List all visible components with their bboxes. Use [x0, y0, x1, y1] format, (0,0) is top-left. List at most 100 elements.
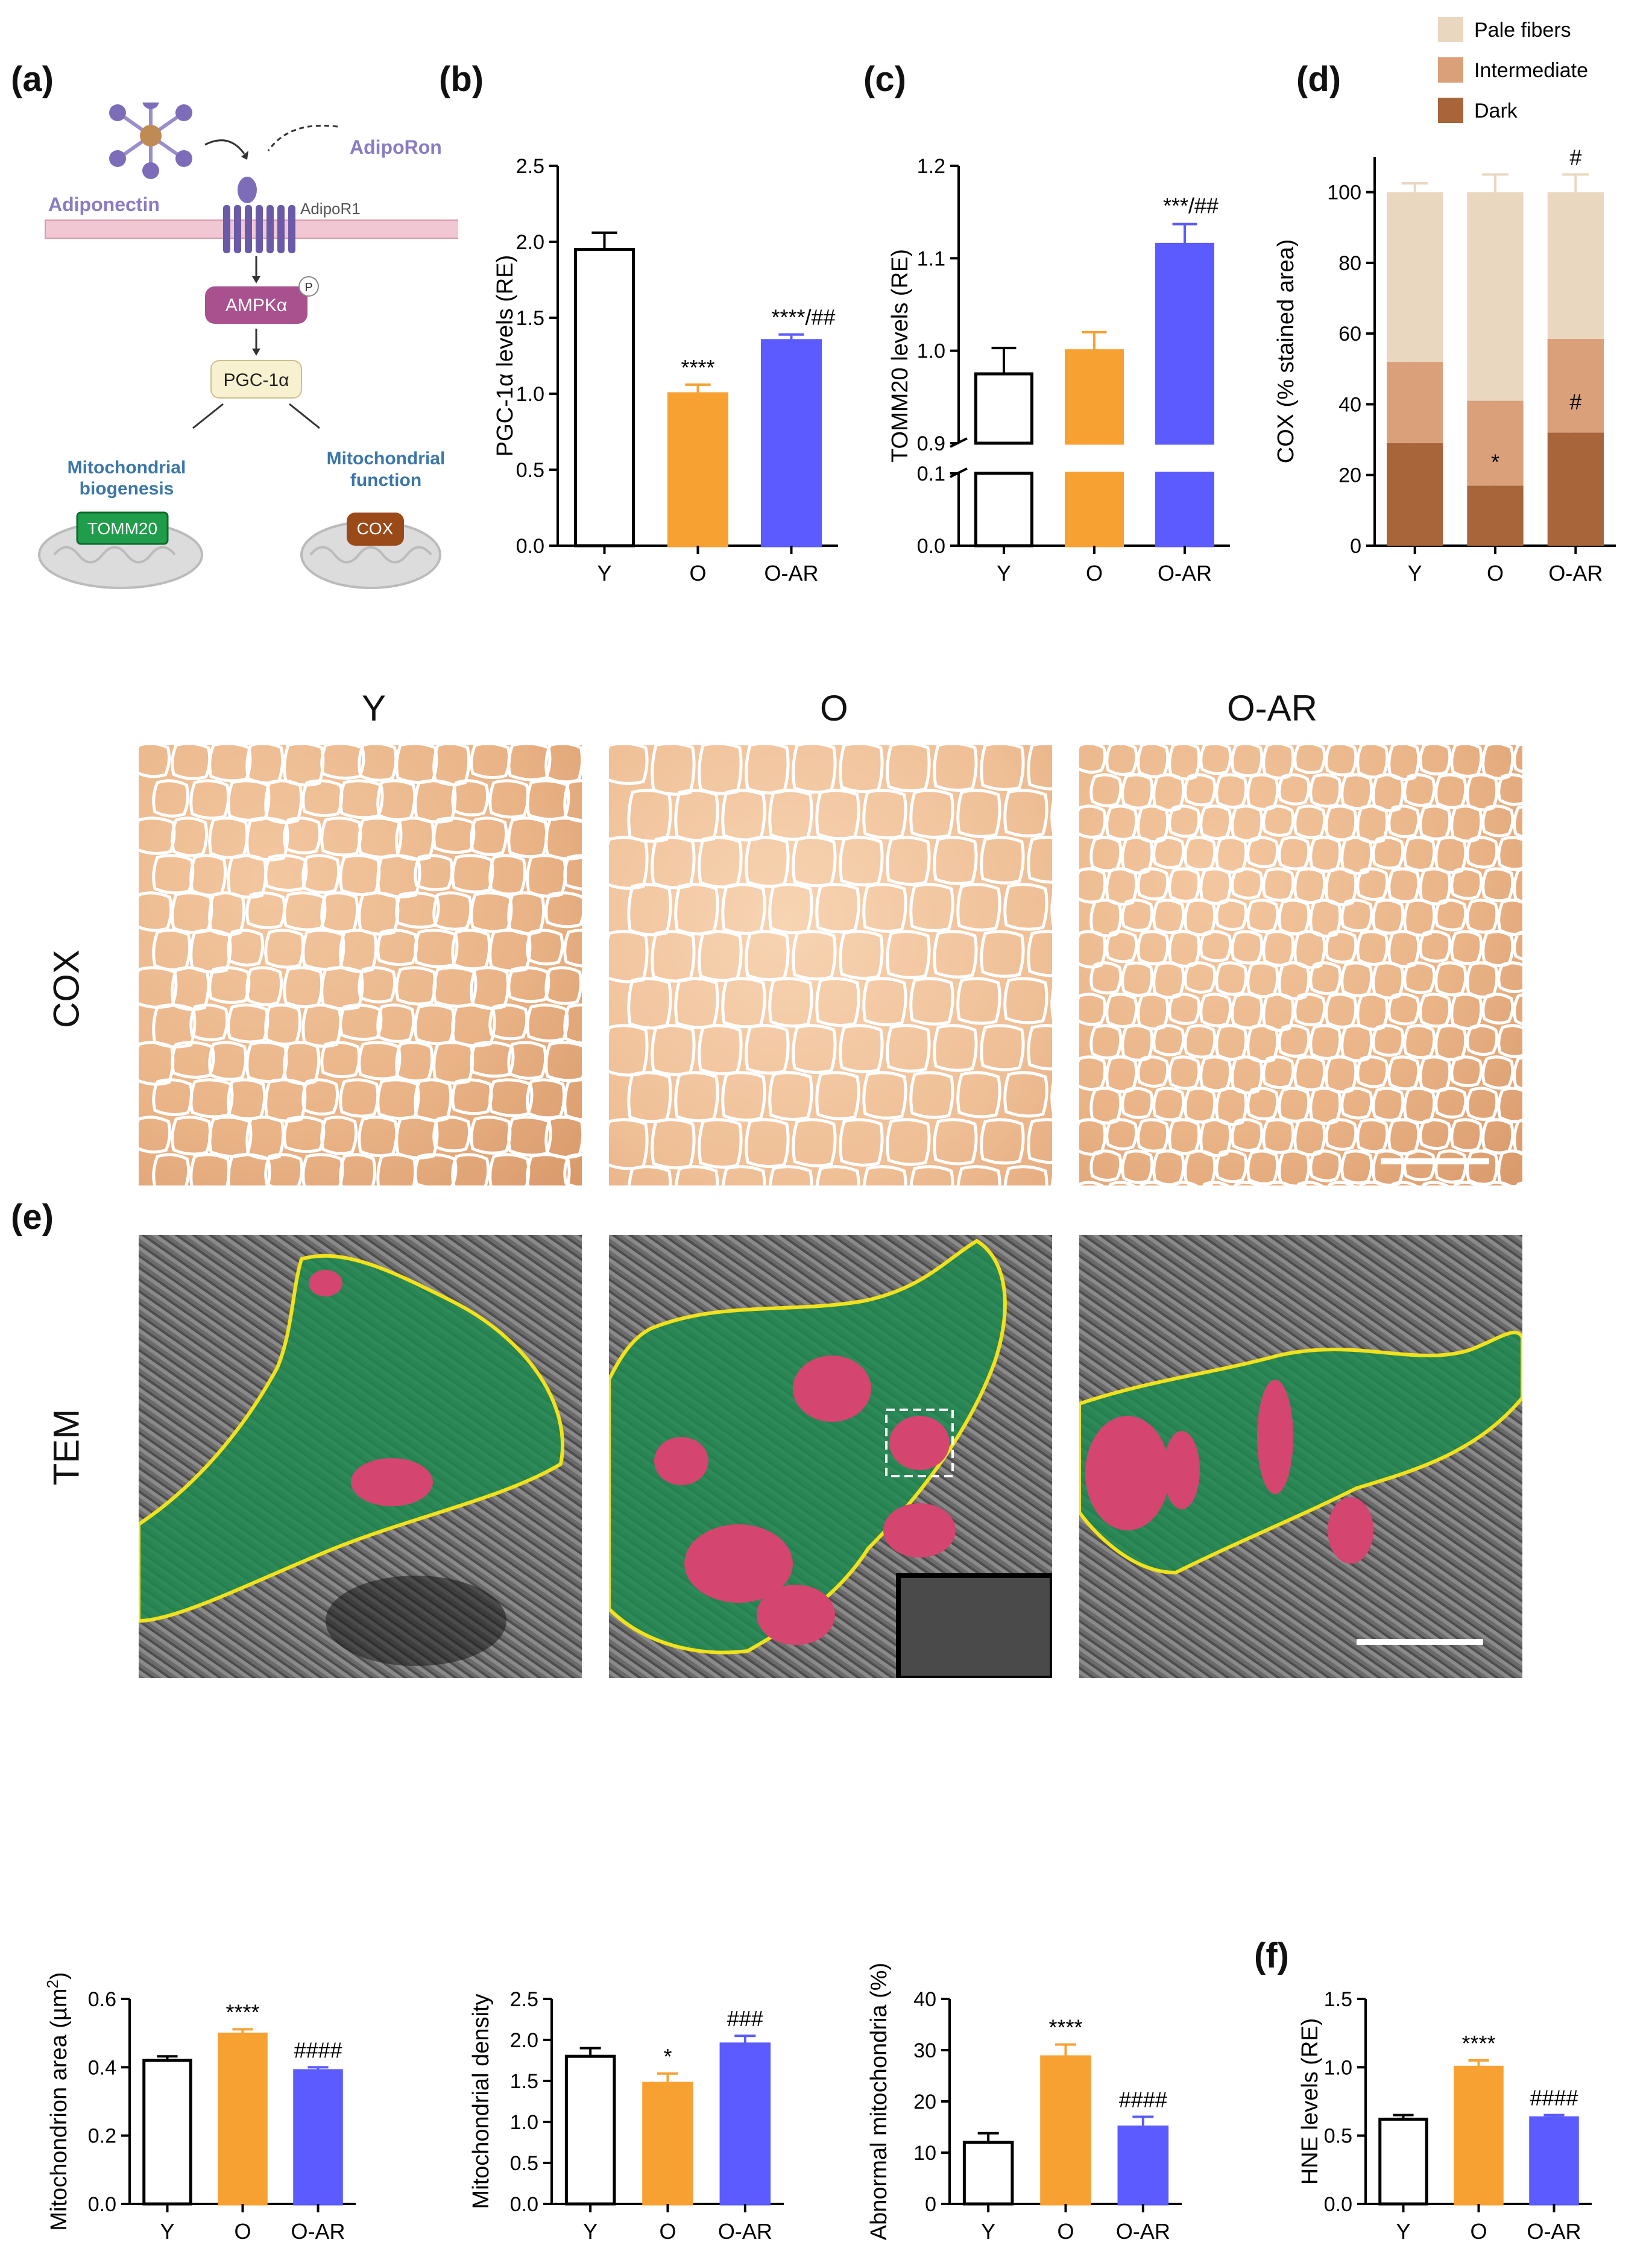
x-tick-label: Y [997, 561, 1011, 586]
x-tick-label: O-AR [1527, 2219, 1581, 2244]
legend-label: Dark [1474, 99, 1518, 122]
legend-label: Pale fibers [1474, 19, 1571, 42]
y-axis-label: Mitochondrial density [468, 1994, 494, 2209]
tem-overlay-y [139, 1254, 565, 1666]
bar-o [642, 2082, 693, 2206]
y-tick-label: 2.0 [510, 2029, 538, 2052]
muscle-fiber-outline [139, 745, 582, 1185]
y-tick-label: 30 [913, 2039, 936, 2062]
y-tick-label: 0.6 [88, 1988, 116, 2011]
x-tick-label: O-AR [291, 2219, 345, 2244]
row-label-cox: COX [46, 949, 87, 1029]
biogenesis-line2: biogenesis [80, 479, 174, 499]
x-tick-label: O [659, 2219, 676, 2244]
biogenesis-line1: Mitochondrial [68, 458, 186, 478]
column-label-o: O [820, 688, 848, 728]
x-tick-label: O [1470, 2219, 1487, 2244]
stack-intermediate [1467, 400, 1524, 486]
significance-label: * [663, 2044, 672, 2069]
chart-cox-stack: Pale fibers Intermediate Dark 0 20 40 60 80 100 Y… [1273, 17, 1616, 586]
stack-pale-fibers [1387, 192, 1443, 362]
bar-o-ar [293, 2069, 343, 2206]
y-label-main: HNE levels (RE) [1297, 2018, 1323, 2185]
y-tick-label: 40 [913, 1988, 936, 2011]
y-tick-label: 1.2 [917, 155, 945, 178]
legend-swatch [1438, 57, 1463, 83]
bar-y [142, 2059, 192, 2206]
significance-label: # [1569, 145, 1581, 169]
significance-label: #### [294, 2037, 342, 2062]
bar-o [1454, 2065, 1504, 2206]
significance-label: ### [727, 2006, 763, 2031]
y-axis-label: HNE levels (RE) [1297, 2018, 1323, 2185]
stack-dark [1467, 485, 1524, 546]
x-tick-label: Y [1408, 561, 1422, 586]
panel-label-e: (e) [11, 1198, 54, 1237]
y-tick-label: 1.1 [917, 247, 945, 270]
y-tick-label: 0.2 [88, 2125, 116, 2148]
y-tick-label: 60 [1338, 323, 1361, 346]
y-tick-label: 0.5 [1324, 2125, 1352, 2148]
y-tick-label: 2.5 [516, 155, 544, 178]
y-tick-label: 80 [1338, 252, 1361, 275]
chart-tomm20: 0.0 0.1 0.9 1.0 1.1 1.2 Y O O-AR ***/## TOMM20 lev… [887, 155, 1230, 586]
y-tick-label: 40 [1338, 393, 1361, 416]
significance-label: **** [1461, 2031, 1495, 2056]
significance-label: #### [1530, 2086, 1578, 2110]
cox-image-oar [1079, 745, 1522, 1185]
adiponectin-icon [109, 103, 192, 179]
bar-o-ar [1529, 2116, 1579, 2206]
bar-o [1040, 2055, 1091, 2206]
y-tick-label: 1.0 [510, 2111, 538, 2134]
ampk-box [205, 286, 307, 324]
scale-bar-tem [1357, 1639, 1483, 1645]
stack-pale-fibers [1467, 192, 1524, 401]
stack-intermediate [1387, 362, 1443, 443]
y-tick-label: 0.0 [510, 2193, 538, 2216]
x-tick-label: Y [160, 2219, 174, 2244]
y-tick-label: 20 [1338, 464, 1361, 487]
y-tick-label: 2.5 [510, 1988, 538, 2011]
x-tick-label: O [1086, 561, 1103, 586]
significance-label: **** [225, 2000, 259, 2024]
tomm20-badge [76, 511, 169, 545]
tem-overlay-oar [1079, 1330, 1522, 1575]
y-tick-label: 100 [1327, 181, 1361, 204]
y-label-main: Mitochondrion area (µm [46, 1989, 72, 2231]
chart-abnormal-mito: 0 10 20 30 40 Y O **** O-AR #### Abnormal mitochon… [866, 1963, 1182, 2244]
column-label-oar: O-AR [1227, 688, 1317, 728]
stack-dark [1547, 432, 1604, 546]
tem-overlay-o [609, 1239, 1052, 1678]
y-label-main: Mitochondrial density [468, 1994, 494, 2209]
y-tick-label: 1.0 [917, 340, 945, 363]
phospho-label: P [304, 281, 312, 294]
x-tick-label: O [1057, 2219, 1074, 2244]
y-tick-label: 0.5 [516, 459, 544, 482]
significance-label: ***/## [1163, 194, 1219, 218]
y-tick-label: 0.0 [1324, 2193, 1352, 2216]
adipor1-label: AdipoR1 [300, 200, 361, 218]
y-tick-label: 0.0 [88, 2193, 116, 2216]
x-tick-label: O-AR [765, 561, 819, 586]
legend-swatch [1438, 17, 1463, 42]
y-tick-label: 0.4 [88, 2056, 116, 2079]
y-tick-label: 10 [913, 2142, 936, 2165]
cox-badge [347, 513, 404, 546]
x-tick-label: O [1487, 561, 1504, 586]
bar-lower-o [1065, 472, 1124, 548]
x-tick-label: O-AR [1116, 2219, 1170, 2244]
y-tick-label: 0 [925, 2193, 936, 2216]
significance-label: # [1569, 390, 1581, 414]
cox-image-o [609, 745, 1052, 1185]
stack-dark [1387, 443, 1443, 546]
x-tick-label: O [689, 561, 706, 586]
bar-o-ar [1117, 2126, 1169, 2206]
tomm20-label: TOMM20 [87, 519, 157, 538]
chart-pgc1a: 0.0 0.5 1.0 1.5 2.0 2.5 Y O **** O-AR ****/## PGC-1… [493, 155, 838, 586]
significance-label: **** [681, 355, 714, 380]
y-axis-label: COX (% stained area) [1273, 239, 1299, 464]
pgc-box [210, 360, 302, 399]
function-line2: function [350, 470, 421, 490]
y-tick-label: 1.5 [510, 2070, 538, 2093]
